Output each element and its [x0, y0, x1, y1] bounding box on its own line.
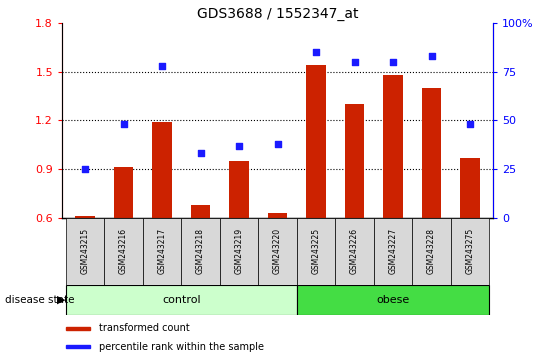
Bar	[335, 218, 374, 285]
Bar	[258, 218, 297, 285]
Point	[466, 121, 474, 127]
Text: GSM243218: GSM243218	[196, 228, 205, 274]
Text: transformed count: transformed count	[99, 323, 189, 333]
Text: control: control	[162, 295, 201, 305]
Text: GSM243227: GSM243227	[389, 228, 398, 274]
Bar	[143, 218, 181, 285]
Text: GSM243228: GSM243228	[427, 228, 436, 274]
Bar	[75, 216, 95, 218]
Bar	[66, 345, 90, 348]
Bar	[422, 88, 441, 218]
Bar	[153, 122, 172, 218]
Point	[235, 143, 244, 149]
Bar	[230, 161, 248, 218]
Text: GSM243220: GSM243220	[273, 228, 282, 274]
Bar	[383, 75, 403, 218]
Bar	[220, 218, 258, 285]
Bar	[297, 218, 335, 285]
Bar	[181, 218, 220, 285]
Text: ▶: ▶	[57, 295, 65, 305]
Point	[273, 141, 282, 147]
Text: obese: obese	[376, 295, 410, 305]
Bar	[307, 65, 326, 218]
Text: GSM243217: GSM243217	[157, 228, 167, 274]
Text: GSM243216: GSM243216	[119, 228, 128, 274]
Point	[389, 59, 397, 65]
Text: GSM243275: GSM243275	[466, 228, 474, 274]
Text: GSM243215: GSM243215	[81, 228, 89, 274]
Bar	[345, 104, 364, 218]
Bar	[374, 218, 412, 285]
Text: GSM243225: GSM243225	[312, 228, 321, 274]
Bar	[460, 158, 480, 218]
Point	[119, 121, 128, 127]
Point	[81, 166, 89, 172]
Text: disease state: disease state	[5, 295, 75, 305]
Title: GDS3688 / 1552347_at: GDS3688 / 1552347_at	[197, 7, 358, 21]
Point	[312, 49, 320, 55]
Text: GSM243219: GSM243219	[234, 228, 244, 274]
Text: GSM243226: GSM243226	[350, 228, 359, 274]
Point	[427, 53, 436, 59]
Bar	[66, 327, 90, 330]
Text: percentile rank within the sample: percentile rank within the sample	[99, 342, 264, 352]
Bar	[191, 205, 210, 218]
Bar	[105, 218, 143, 285]
Bar	[297, 285, 489, 315]
Point	[158, 63, 167, 69]
Bar	[268, 213, 287, 218]
Bar	[66, 218, 105, 285]
Bar	[412, 218, 451, 285]
Bar	[66, 285, 297, 315]
Bar	[114, 167, 133, 218]
Point	[196, 151, 205, 156]
Point	[350, 59, 359, 65]
Bar	[451, 218, 489, 285]
